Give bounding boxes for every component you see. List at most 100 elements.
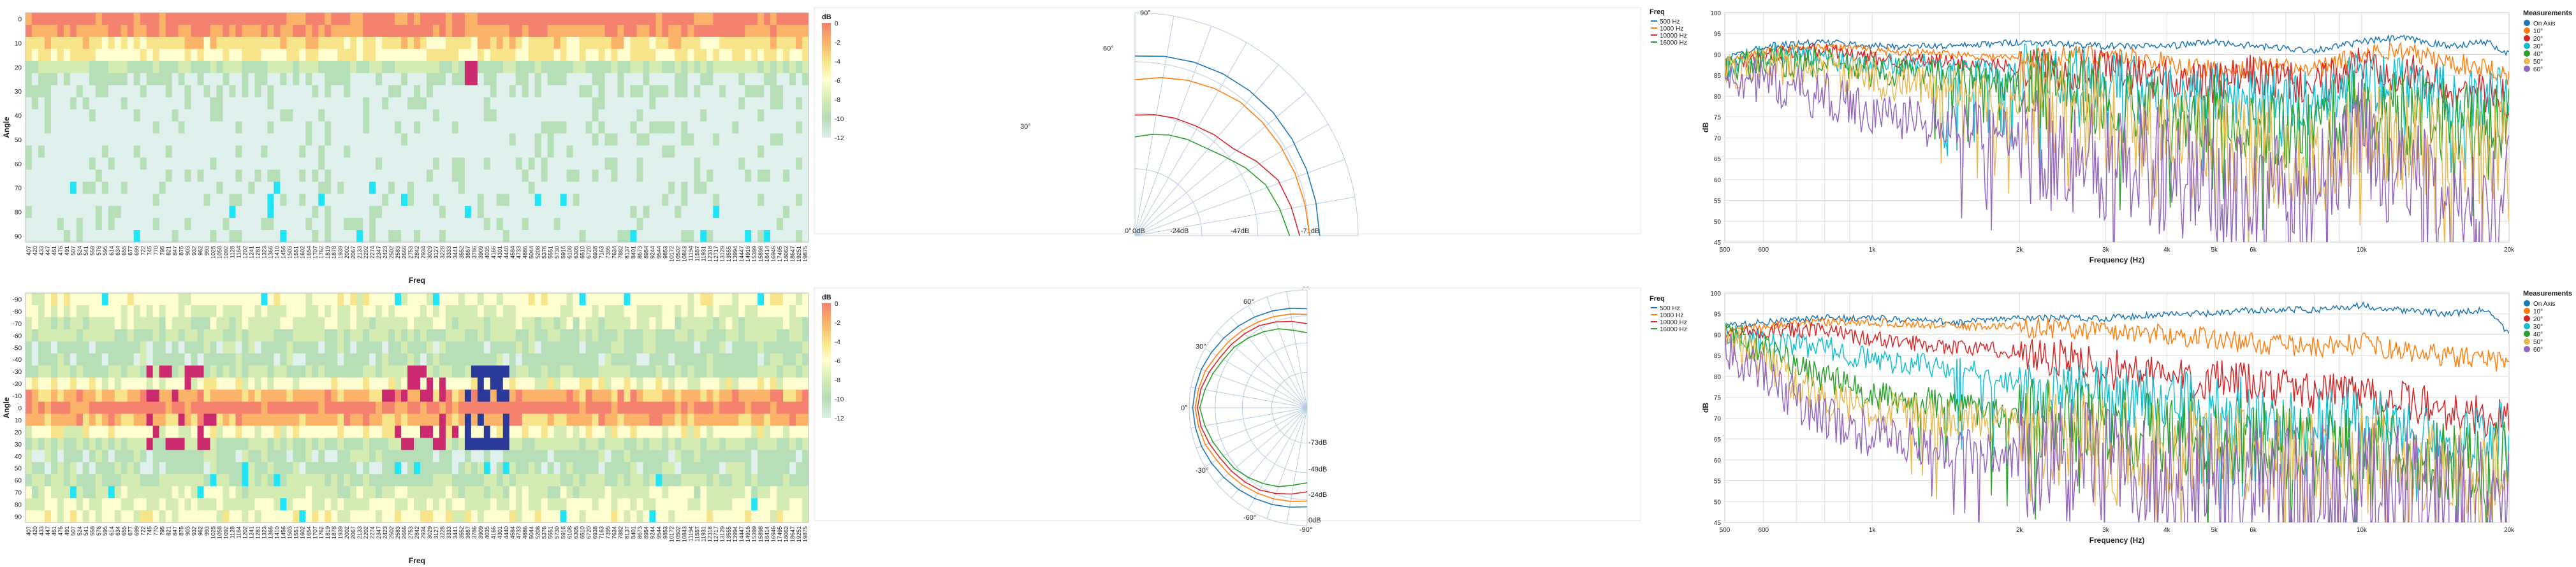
- heatmap-cell: [796, 85, 803, 98]
- heatmap-cell: [204, 474, 211, 487]
- heatmap-freq-tick: 2347: [376, 246, 382, 259]
- heatmap-cell: [305, 486, 312, 499]
- heatmap-cell: [401, 402, 408, 415]
- heatmap-cell: [395, 122, 402, 134]
- heatmap-cell: [478, 413, 485, 426]
- heatmap-cell: [738, 97, 745, 110]
- heatmap-freq-tick: 655: [121, 526, 128, 536]
- heatmap-cell: [331, 317, 338, 330]
- heatmap-cell: [350, 97, 357, 110]
- heatmap-cell: [166, 305, 173, 318]
- heatmap-cell: [350, 157, 357, 170]
- heatmap-cell: [630, 13, 637, 25]
- heatmap-cell: [356, 25, 363, 38]
- heatmap-cell: [89, 49, 96, 62]
- heatmap-cell: [745, 413, 752, 426]
- heatmap-cell: [599, 61, 606, 74]
- heatmap-cell: [64, 110, 71, 122]
- heatmap-cell: [210, 317, 217, 330]
- heatmap-cell: [318, 145, 325, 158]
- heatmap-cell: [636, 402, 643, 415]
- heatmap-cell: [293, 450, 300, 463]
- heatmap-cell: [77, 157, 84, 170]
- heatmap-cell: [89, 390, 96, 403]
- heatmap-cell: [115, 218, 122, 231]
- heatmap-cell: [433, 305, 440, 318]
- heatmap-cell: [770, 498, 777, 511]
- heatmap-cell: [764, 122, 771, 134]
- heatmap-cell: [102, 354, 109, 366]
- heatmap-cell: [261, 293, 268, 306]
- heatmap-cell: [179, 85, 186, 98]
- heatmap-cell: [331, 510, 338, 523]
- heatmap-cell: [586, 305, 593, 318]
- heatmap-cell: [83, 474, 90, 487]
- heatmap-cell: [700, 85, 707, 98]
- heatmap-cell: [580, 293, 587, 306]
- heatmap-cell: [45, 317, 52, 330]
- heatmap-angle-tick: 50: [15, 137, 22, 144]
- heatmap-cell: [611, 498, 618, 511]
- heatmap-cell: [26, 438, 33, 450]
- heatmap-cell: [363, 97, 370, 110]
- heatmap-cell: [796, 329, 803, 342]
- heatmap-cell: [248, 510, 255, 523]
- heatmap-cell: [503, 145, 510, 158]
- heatmap-cell: [726, 305, 733, 318]
- heatmap-cell: [223, 474, 230, 487]
- heatmap-cell: [522, 194, 529, 206]
- heatmap-cell: [38, 13, 45, 25]
- heatmap-cell: [179, 510, 186, 523]
- heatmap-cell: [121, 474, 128, 487]
- heatmap-cell: [102, 378, 109, 391]
- heatmap-cell: [356, 169, 363, 182]
- heatmap-freq-tick: 1164: [235, 246, 242, 258]
- heatmap-cell: [726, 194, 733, 206]
- heatmap-cell: [446, 366, 453, 378]
- heatmap-cell: [529, 73, 536, 86]
- heatmap-cell: [649, 122, 656, 134]
- heatmap-cell: [248, 366, 255, 378]
- heatmap-cell: [32, 329, 39, 342]
- heatmap-cell: [401, 169, 408, 182]
- heatmap-cell: [541, 25, 548, 38]
- heatmap-cell: [83, 49, 90, 62]
- heatmap-cell: [147, 97, 154, 110]
- heatmap-cell: [235, 61, 242, 74]
- heatmap-cell: [580, 145, 587, 158]
- heatmap-cell: [573, 61, 580, 74]
- heatmap-cell: [560, 450, 567, 463]
- heatmap-cell: [128, 413, 135, 426]
- heatmap-cell: [369, 218, 376, 231]
- heatmap-cell: [599, 510, 606, 523]
- heatmap-cell: [305, 49, 312, 62]
- heatmap-cell: [554, 378, 561, 391]
- heatmap-cell: [248, 206, 255, 219]
- heatmap-freq-tick: 447: [45, 246, 51, 255]
- heatmap-cell: [57, 390, 64, 403]
- heatmap-cell: [516, 206, 523, 219]
- heatmap-cell: [198, 133, 205, 146]
- heatmap-cell: [254, 341, 261, 354]
- heatmap-cell: [108, 510, 115, 523]
- heatmap-cell: [770, 85, 777, 98]
- heatmap-cell: [427, 366, 434, 378]
- heatmap-cell: [121, 510, 128, 523]
- heatmap-cell: [242, 329, 249, 342]
- heatmap-cell: [535, 341, 542, 354]
- heatmap-cell: [675, 305, 682, 318]
- heatmap-cell: [643, 486, 650, 499]
- heatmap-cell: [548, 73, 555, 86]
- heatmap-cell: [401, 426, 408, 438]
- heatmap-angle-tick: -60: [13, 333, 22, 340]
- heatmap-cell: [64, 378, 71, 391]
- heatmap-freq-tick: 2502: [388, 246, 395, 259]
- heatmap-cell: [726, 498, 733, 511]
- heatmap-cell: [529, 438, 536, 450]
- heatmap-cell: [745, 341, 752, 354]
- heatmap-cell: [407, 438, 414, 450]
- heatmap-cell: [687, 293, 694, 306]
- heatmap-cell: [198, 122, 205, 134]
- heatmap-cell: [713, 498, 720, 511]
- heatmap-freq-tick: 1092: [223, 526, 229, 539]
